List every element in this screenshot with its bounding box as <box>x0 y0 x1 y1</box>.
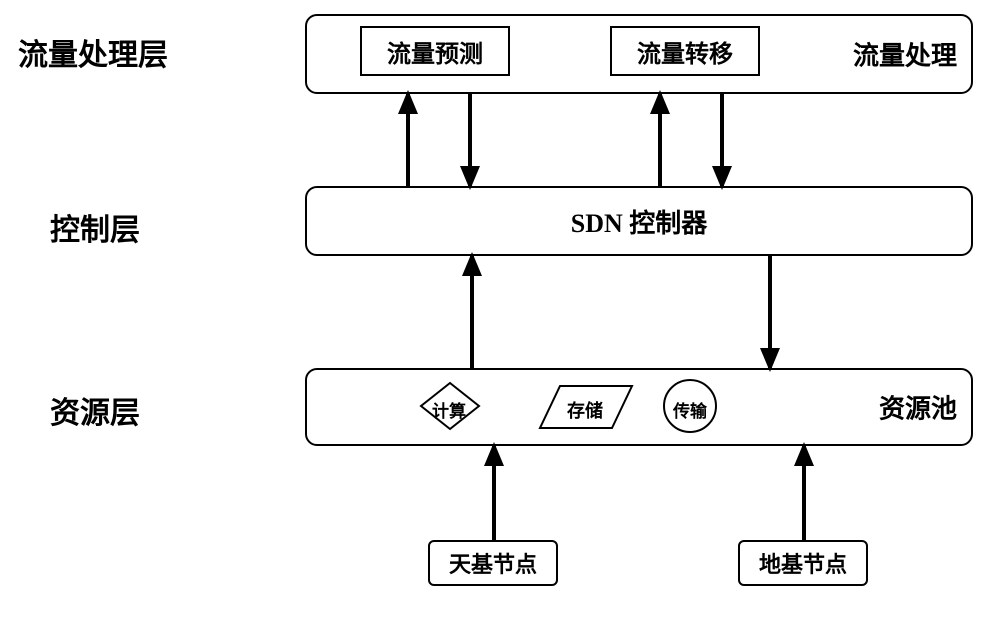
layer-label-bottom: 资源层 <box>50 388 140 432</box>
layer-label-top: 流量处理层 <box>18 30 168 74</box>
diagram-canvas: 流量处理层 控制层 资源层 流量处理 流量预测 流量转移 SDN 控制器 资源池… <box>0 0 1000 617</box>
parallelogram-label: 存储 <box>567 397 603 423</box>
bottom-box-label: 资源池 <box>879 389 957 426</box>
top-box-label: 流量处理 <box>853 36 957 73</box>
sdn-controller-label: SDN 控制器 <box>571 203 708 240</box>
diamond-label: 计算 <box>432 397 466 422</box>
mid-layer-box: SDN 控制器 <box>305 186 973 256</box>
sky-node-box: 天基节点 <box>428 540 558 586</box>
predict-label: 流量预测 <box>387 34 483 69</box>
transfer-box: 流量转移 <box>610 26 760 76</box>
ground-node-label: 地基节点 <box>759 547 847 579</box>
predict-box: 流量预测 <box>360 26 510 76</box>
sky-node-label: 天基节点 <box>449 547 537 579</box>
ground-node-box: 地基节点 <box>738 540 868 586</box>
circle-label: 传输 <box>673 397 707 422</box>
layer-label-mid: 控制层 <box>50 205 140 249</box>
bottom-layer-box: 资源池 <box>305 368 973 446</box>
transfer-label: 流量转移 <box>637 34 733 69</box>
